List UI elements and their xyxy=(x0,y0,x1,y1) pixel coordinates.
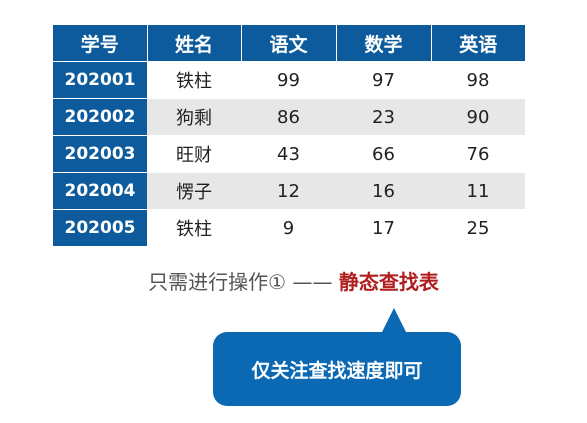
table-row: 202002 狗剩 86 23 90 xyxy=(53,98,525,136)
math-score-cell: 97 xyxy=(336,61,431,99)
chinese-score-cell: 9 xyxy=(241,209,336,246)
chinese-score-cell: 43 xyxy=(241,135,336,173)
student-id-cell: 202001 xyxy=(53,61,147,99)
name-cell: 愣子 xyxy=(147,172,241,210)
table-header-row: 学号 姓名 语文 数学 英语 xyxy=(53,25,525,62)
score-table: 学号 姓名 语文 数学 英语 202001 铁柱 99 97 98 202002… xyxy=(53,25,525,246)
english-score-cell: 76 xyxy=(431,135,525,173)
header-math: 数学 xyxy=(336,25,432,62)
header-student-id: 学号 xyxy=(53,25,148,62)
header-chinese: 语文 xyxy=(241,25,337,62)
header-name: 姓名 xyxy=(147,25,242,62)
caption-prefix: 只需进行操作① —— xyxy=(148,270,339,294)
operation-caption: 只需进行操作① —— 静态查找表 xyxy=(0,266,587,295)
student-id-cell: 202002 xyxy=(53,98,147,136)
table-row: 202004 愣子 12 16 11 xyxy=(53,172,525,210)
math-score-cell: 17 xyxy=(336,209,431,246)
callout-bubble: 仅关注查找速度即可 xyxy=(213,332,461,406)
table-row: 202001 铁柱 99 97 98 xyxy=(53,61,525,99)
callout-tail xyxy=(381,308,407,334)
callout-text: 仅关注查找速度即可 xyxy=(251,359,423,382)
english-score-cell: 90 xyxy=(431,98,525,136)
chinese-score-cell: 86 xyxy=(241,98,336,136)
student-id-cell: 202004 xyxy=(53,172,147,210)
name-cell: 旺财 xyxy=(147,135,241,173)
math-score-cell: 66 xyxy=(336,135,431,173)
student-id-cell: 202003 xyxy=(53,135,147,173)
math-score-cell: 23 xyxy=(336,98,431,136)
english-score-cell: 98 xyxy=(431,61,525,99)
english-score-cell: 25 xyxy=(431,209,525,246)
english-score-cell: 11 xyxy=(431,172,525,210)
table-row: 202005 铁柱 9 17 25 xyxy=(53,209,525,246)
score-table-container: 学号 姓名 语文 数学 英语 202001 铁柱 99 97 98 202002… xyxy=(53,25,525,246)
math-score-cell: 16 xyxy=(336,172,431,210)
name-cell: 铁柱 xyxy=(147,61,241,99)
table-row: 202003 旺财 43 66 76 xyxy=(53,135,525,173)
student-id-cell: 202005 xyxy=(53,209,147,246)
static-lookup-table-label: 静态查找表 xyxy=(338,270,439,294)
name-cell: 铁柱 xyxy=(147,209,241,246)
name-cell: 狗剩 xyxy=(147,98,241,136)
chinese-score-cell: 12 xyxy=(241,172,336,210)
chinese-score-cell: 99 xyxy=(241,61,336,99)
header-english: 英语 xyxy=(431,25,525,62)
